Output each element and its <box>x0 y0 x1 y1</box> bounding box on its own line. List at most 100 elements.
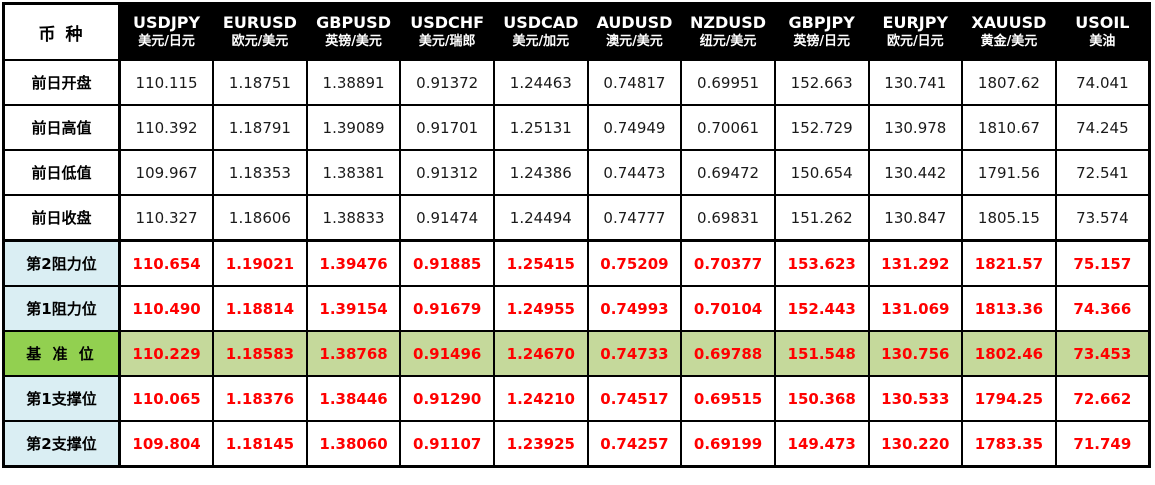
pair-code: USDCAD <box>503 12 579 32</box>
column-header-eurjpy: EURJPY 欧元/日元 <box>867 2 964 61</box>
value-cell: 0.91312 <box>399 149 495 196</box>
value-cell: 130.741 <box>867 59 964 106</box>
value-cell: 0.70104 <box>680 285 776 332</box>
value-cell: 1.18751 <box>212 59 308 106</box>
value-cell: 0.74817 <box>586 59 683 106</box>
value-cell: 151.262 <box>773 194 870 242</box>
value-cell: 110.392 <box>118 104 215 151</box>
value-cell: 1791.56 <box>961 149 1057 196</box>
value-cell: 1807.62 <box>961 59 1057 106</box>
value-cell: 1.23925 <box>493 420 589 468</box>
value-cell: 1794.25 <box>961 375 1057 422</box>
value-cell: 152.443 <box>773 285 870 332</box>
value-cell: 152.729 <box>773 104 870 151</box>
value-cell: 0.74257 <box>586 420 683 468</box>
value-cell: 0.74517 <box>586 375 683 422</box>
column-header-usdjpy: USDJPY 美元/日元 <box>118 2 215 61</box>
value-cell: 0.91679 <box>399 285 495 332</box>
pair-name: 英镑/日元 <box>793 34 851 50</box>
table-row: 第2阻力位 110.654 1.19021 1.39476 0.91885 1.25415… <box>2 239 1151 287</box>
value-cell: 74.366 <box>1054 285 1151 332</box>
value-cell: 0.69515 <box>680 375 776 422</box>
row-label: 前日收盘 <box>2 194 121 242</box>
table-row: 基 准 位 110.229 1.18583 1.38768 0.91496 1.24670… <box>2 330 1151 377</box>
value-cell: 71.749 <box>1054 420 1151 468</box>
value-cell: 1.24955 <box>493 285 589 332</box>
row-label: 第2阻力位 <box>2 239 121 287</box>
value-cell: 0.91107 <box>399 420 495 468</box>
value-cell: 74.041 <box>1054 59 1151 106</box>
corner-cell-currency-type: 币 种 <box>2 2 121 61</box>
value-cell: 1821.57 <box>961 239 1057 287</box>
value-cell: 0.91701 <box>399 104 495 151</box>
pair-name: 黄金/美元 <box>980 34 1038 50</box>
value-cell: 150.654 <box>773 149 870 196</box>
pair-name: 英镑/美元 <box>325 34 382 50</box>
table-row: 前日收盘 110.327 1.18606 1.38833 0.91474 1.24494 0… <box>2 194 1151 242</box>
row-label: 前日高值 <box>2 104 121 151</box>
value-cell: 72.541 <box>1054 149 1151 196</box>
value-cell: 110.115 <box>118 59 215 106</box>
value-cell: 109.967 <box>118 149 215 196</box>
row-label: 第1支撑位 <box>2 375 121 422</box>
table-row: 第1支撑位 110.065 1.18376 1.38446 0.91290 1.24210… <box>2 375 1151 422</box>
column-header-gbpjpy: GBPJPY 英镑/日元 <box>773 2 870 61</box>
value-cell: 152.663 <box>773 59 870 106</box>
column-header-eurusd: EURUSD 欧元/美元 <box>212 2 308 61</box>
value-cell: 1.39154 <box>305 285 402 332</box>
value-cell: 151.548 <box>773 330 870 377</box>
column-header-nzdusd: NZDUSD 纽元/美元 <box>680 2 776 61</box>
value-cell: 1802.46 <box>961 330 1057 377</box>
value-cell: 1.24386 <box>493 149 589 196</box>
value-cell: 0.69831 <box>680 194 776 242</box>
pair-name: 美元/加元 <box>512 34 570 50</box>
value-cell: 0.74949 <box>586 104 683 151</box>
value-cell: 0.69199 <box>680 420 776 468</box>
pair-code: USDCHF <box>410 12 485 32</box>
pair-name: 美元/日元 <box>138 34 195 50</box>
value-cell: 1.38381 <box>305 149 402 196</box>
value-cell: 73.574 <box>1054 194 1151 242</box>
row-label: 第2支撑位 <box>2 420 121 468</box>
table-row: 第2支撑位 109.804 1.18145 1.38060 0.91107 1.23925… <box>2 420 1151 468</box>
value-cell: 0.74777 <box>586 194 683 242</box>
column-header-audusd: AUDUSD 澳元/美元 <box>586 2 683 61</box>
value-cell: 1.24494 <box>493 194 589 242</box>
value-cell: 1.18145 <box>212 420 308 468</box>
value-cell: 110.229 <box>118 330 215 377</box>
value-cell: 109.804 <box>118 420 215 468</box>
value-cell: 1.18814 <box>212 285 308 332</box>
pair-name: 美元/瑞郎 <box>418 34 476 50</box>
column-header-gbpusd: GBPUSD 英镑/美元 <box>305 2 402 61</box>
value-cell: 1.38060 <box>305 420 402 468</box>
pair-name: 欧元/美元 <box>231 34 289 50</box>
value-cell: 74.245 <box>1054 104 1151 151</box>
value-cell: 0.91372 <box>399 59 495 106</box>
value-cell: 130.756 <box>867 330 964 377</box>
forex-pivot-table: 币 种 USDJPY 美元/日元 EURUSD 欧元/美元 GBPUSD 英镑/美元 USD… <box>2 2 1151 468</box>
value-cell: 0.69951 <box>680 59 776 106</box>
value-cell: 110.490 <box>118 285 215 332</box>
value-cell: 1.38446 <box>305 375 402 422</box>
value-cell: 110.065 <box>118 375 215 422</box>
row-label: 前日开盘 <box>2 59 121 106</box>
value-cell: 1.25415 <box>493 239 589 287</box>
column-header-usoil: USOIL 美油 <box>1054 2 1151 61</box>
value-cell: 1810.67 <box>961 104 1057 151</box>
table-row: 前日低值 109.967 1.18353 1.38381 0.91312 1.24386 0… <box>2 149 1151 196</box>
value-cell: 1.38891 <box>305 59 402 106</box>
value-cell: 1813.36 <box>961 285 1057 332</box>
value-cell: 1.18353 <box>212 149 308 196</box>
value-cell: 75.157 <box>1054 239 1151 287</box>
value-cell: 1.24210 <box>493 375 589 422</box>
value-cell: 73.453 <box>1054 330 1151 377</box>
pair-code: GBPJPY <box>788 12 855 32</box>
value-cell: 110.654 <box>118 239 215 287</box>
value-cell: 131.292 <box>867 239 964 287</box>
table-frame: 币 种 USDJPY 美元/日元 EURUSD 欧元/美元 GBPUSD 英镑/美元 USD… <box>2 2 1151 468</box>
pair-code: AUDUSD <box>596 12 673 32</box>
value-cell: 0.74733 <box>586 330 683 377</box>
value-cell: 1.24670 <box>493 330 589 377</box>
table-row: 第1阻力位 110.490 1.18814 1.39154 0.91679 1.24955… <box>2 285 1151 332</box>
value-cell: 0.74473 <box>586 149 683 196</box>
